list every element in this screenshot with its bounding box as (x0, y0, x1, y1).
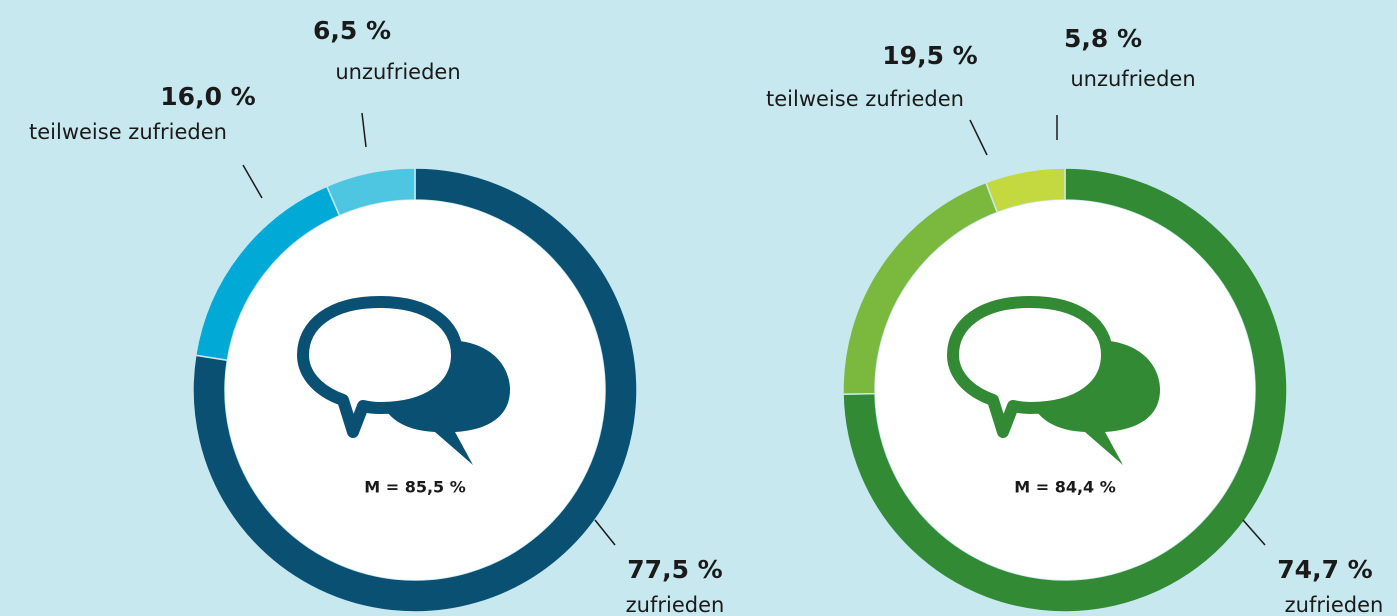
center-annotation: M = 85,5 % (364, 478, 466, 497)
leader-line (1242, 519, 1266, 546)
value-label: 74,7 % (1277, 555, 1372, 584)
center-annotation: M = 84,4 % (1014, 478, 1116, 497)
leader-line (969, 119, 988, 156)
donut-slice (842, 167, 1288, 613)
category-label: teilweise zufrieden (766, 87, 964, 111)
category-label: zufrieden (626, 593, 725, 616)
value-label: 5,8 % (1064, 24, 1142, 53)
leader-line (242, 164, 263, 199)
category-label: unzufrieden (1070, 67, 1195, 91)
leader-line (361, 112, 367, 148)
category-label: unzufrieden (335, 60, 460, 84)
value-label: 77,5 % (627, 555, 722, 584)
category-label: teilweise zufrieden (29, 120, 227, 144)
value-label: 16,0 % (160, 82, 255, 111)
category-label: zufrieden (1285, 593, 1384, 616)
value-label: 6,5 % (313, 16, 391, 45)
value-label: 19,5 % (882, 41, 977, 70)
icon-front-bubble (297, 296, 463, 438)
icon-front-bubble (947, 296, 1113, 438)
leader-line (594, 519, 616, 546)
